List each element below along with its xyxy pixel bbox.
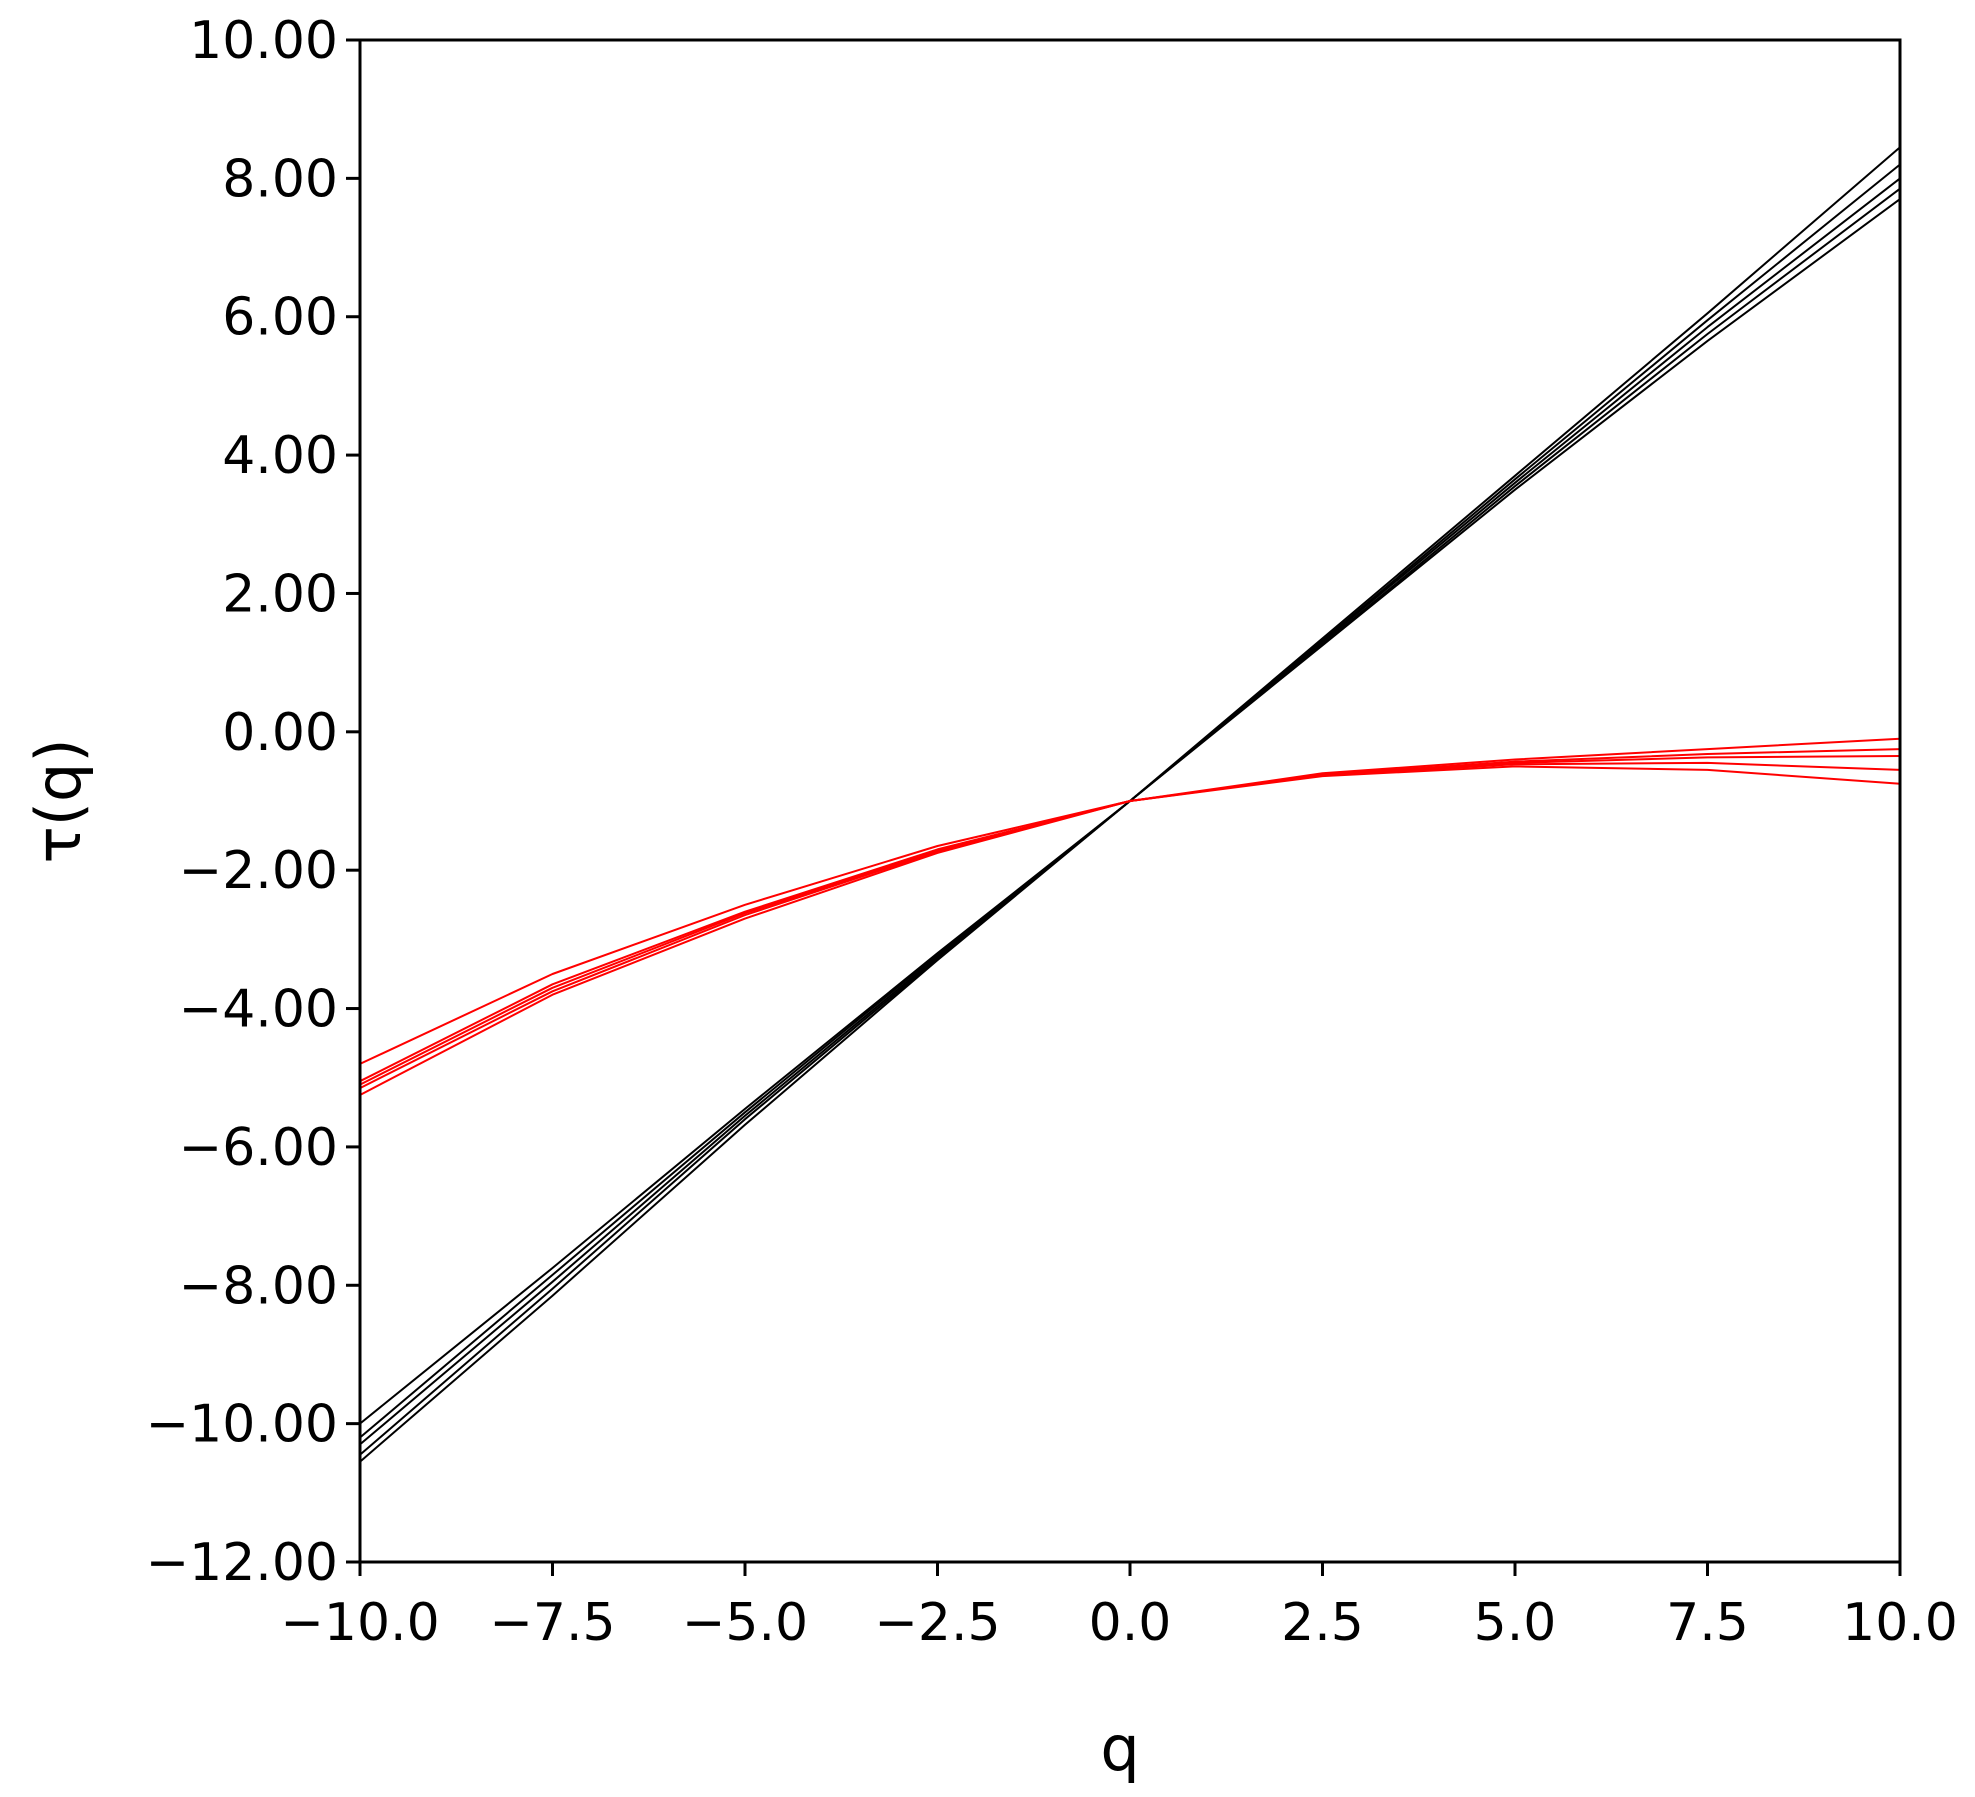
series-line-5	[359, 198, 1901, 1463]
y-axis-title: τ(q)	[22, 738, 95, 863]
y-tick-label-11: 10.00	[189, 11, 338, 71]
series-layer	[359, 146, 1901, 1463]
y-tick-label-4: −4.00	[179, 980, 338, 1040]
x-tick-label-2: −5.0	[682, 1593, 808, 1653]
y-tick-label-2: −8.00	[179, 1256, 338, 1316]
series-line-8	[359, 755, 1901, 1086]
series-line-7	[359, 748, 1901, 1083]
series-line-4	[359, 187, 1901, 1456]
x-tick-label-1: −7.5	[489, 1593, 615, 1653]
x-tick-label-7: 7.5	[1666, 1593, 1749, 1653]
x-axis: −10.0 −7.5 −5.0 −2.5 0.0 2.5 5.0 7.5 10.0	[280, 1562, 1958, 1653]
y-tick-label-10: 8.00	[222, 149, 338, 209]
series-line-10	[359, 765, 1901, 1096]
y-tick-label-0: −12.00	[146, 1533, 338, 1593]
y-tick-label-5: −2.00	[179, 841, 338, 901]
x-axis-title: q	[1100, 1712, 1139, 1785]
series-line-1	[359, 146, 1901, 1425]
x-tick-label-8: 10.0	[1842, 1593, 1958, 1653]
y-tick-label-8: 4.00	[222, 426, 338, 486]
x-tick-label-3: −2.5	[874, 1593, 1000, 1653]
x-tick-label-4: 0.0	[1089, 1593, 1172, 1653]
series-line-9	[359, 761, 1901, 1089]
x-tick-label-6: 5.0	[1474, 1593, 1557, 1653]
y-tick-label-7: 2.00	[222, 564, 338, 624]
x-tick-label-0: −10.0	[280, 1593, 439, 1653]
y-tick-label-3: −6.00	[179, 1118, 338, 1178]
y-tick-label-6: 0.00	[222, 703, 338, 763]
series-line-6	[359, 737, 1901, 1065]
y-axis: −12.00 −10.00 −8.00 −6.00 −4.00 −2.00 0.00 2.00…	[146, 11, 360, 1593]
x-tick-label-5: 2.5	[1281, 1593, 1364, 1653]
y-tick-label-9: 6.00	[222, 288, 338, 348]
y-tick-label-1: −10.00	[146, 1395, 338, 1455]
